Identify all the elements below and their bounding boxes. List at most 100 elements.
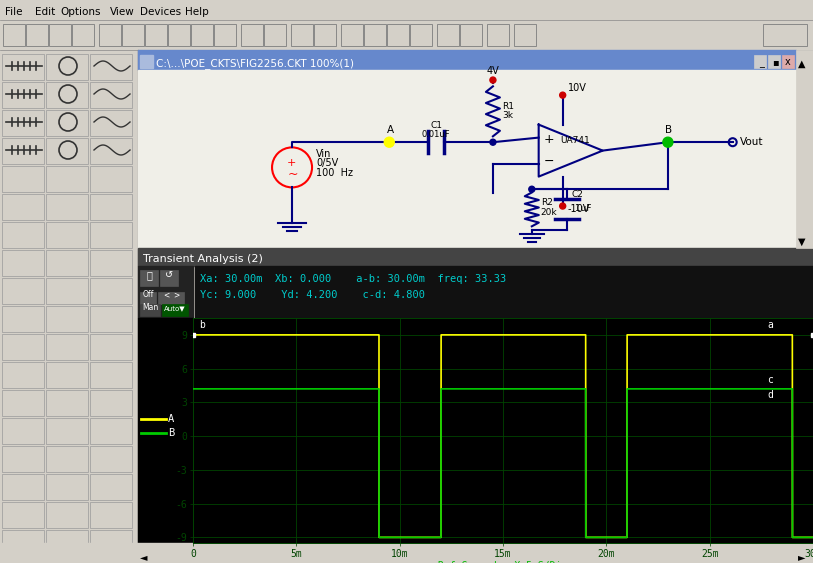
Text: ▲: ▲ [798, 59, 806, 69]
Text: R2: R2 [541, 198, 553, 207]
Bar [2, 446, 44, 472]
FancyBboxPatch shape [487, 24, 509, 46]
Bar [138, 50, 796, 70]
Bar [46, 138, 88, 164]
Text: Vout: Vout [740, 137, 763, 147]
Bar [0, 50, 138, 563]
Bar [46, 166, 88, 192]
FancyBboxPatch shape [122, 24, 144, 46]
Bar [138, 70, 796, 248]
Circle shape [559, 203, 566, 209]
Bar [46, 110, 88, 136]
Text: 0/5V: 0/5V [316, 158, 338, 168]
Bar [90, 530, 132, 556]
Text: a: a [767, 320, 773, 330]
Bar [0, 0, 813, 20]
FancyBboxPatch shape [341, 24, 363, 46]
FancyBboxPatch shape [99, 24, 121, 46]
Bar [90, 362, 132, 388]
Circle shape [490, 77, 496, 83]
Text: B: B [665, 125, 672, 135]
Bar [195, 266, 813, 318]
Text: B: B [168, 427, 174, 437]
Text: Xa: 30.00m  Xb: 0.000    a-b: 30.00m  freq: 33.33: Xa: 30.00m Xb: 0.000 a-b: 30.00m freq: 3… [200, 274, 506, 284]
Text: <: < [163, 290, 169, 299]
Text: Edit: Edit [35, 7, 55, 17]
Bar [90, 502, 132, 528]
Text: 0.01uF: 0.01uF [422, 130, 450, 139]
Text: 10V: 10V [567, 83, 586, 93]
Text: Yc: 9.000    Yd: 4.200    c-d: 4.800: Yc: 9.000 Yd: 4.200 c-d: 4.800 [200, 290, 425, 300]
Bar [0, 20, 813, 50]
Bar [2, 82, 44, 108]
Text: +: + [286, 158, 296, 168]
Bar [46, 278, 88, 304]
FancyBboxPatch shape [145, 24, 167, 46]
Text: C2: C2 [572, 190, 584, 199]
Text: A: A [168, 413, 174, 423]
Bar [46, 446, 88, 472]
Text: _: _ [759, 58, 764, 68]
Text: Man: Man [142, 303, 158, 312]
Bar [2, 54, 44, 80]
FancyBboxPatch shape [410, 24, 432, 46]
Text: d: d [767, 390, 773, 400]
Bar [138, 266, 193, 318]
Circle shape [385, 137, 394, 147]
FancyBboxPatch shape [214, 24, 236, 46]
FancyBboxPatch shape [364, 24, 386, 46]
Text: Auto▼: Auto▼ [164, 305, 186, 311]
Text: ~: ~ [288, 168, 298, 181]
Bar [46, 222, 88, 248]
Circle shape [490, 139, 496, 145]
Bar [2, 362, 44, 388]
Bar [768, 55, 780, 68]
Text: .1uF: .1uF [572, 204, 591, 213]
Bar [46, 334, 88, 360]
Bar [90, 418, 132, 444]
Bar [140, 270, 158, 286]
Bar [90, 446, 132, 472]
Bar [46, 530, 88, 556]
Bar [46, 390, 88, 416]
Bar [2, 222, 44, 248]
Bar [162, 304, 188, 316]
FancyBboxPatch shape [191, 24, 213, 46]
Text: ↺: ↺ [165, 270, 173, 280]
Text: b: b [199, 320, 205, 330]
Bar [46, 306, 88, 332]
FancyBboxPatch shape [168, 24, 190, 46]
Text: 4V: 4V [486, 66, 499, 76]
Bar [2, 194, 44, 220]
Bar [796, 50, 813, 248]
Text: ▼: ▼ [798, 237, 806, 247]
FancyBboxPatch shape [241, 24, 263, 46]
Bar [782, 55, 794, 68]
Bar [2, 334, 44, 360]
Bar [90, 138, 132, 164]
Text: 3k: 3k [502, 111, 513, 120]
FancyBboxPatch shape [763, 24, 807, 46]
Text: 20k: 20k [541, 208, 558, 217]
Bar [2, 138, 44, 164]
Text: >: > [173, 290, 179, 299]
Text: C1: C1 [430, 121, 442, 130]
Bar [90, 390, 132, 416]
FancyBboxPatch shape [387, 24, 409, 46]
Bar [2, 390, 44, 416]
Text: x: x [785, 57, 791, 67]
Bar [46, 194, 88, 220]
Text: ⎍: ⎍ [146, 270, 152, 280]
FancyBboxPatch shape [26, 24, 48, 46]
Bar [140, 304, 160, 316]
Text: File: File [5, 7, 23, 17]
X-axis label: Ref=Ground   X=5mS/Div: Ref=Ground X=5mS/Div [438, 561, 567, 563]
Text: Devices: Devices [140, 7, 181, 17]
Text: c: c [767, 376, 773, 385]
Text: Options: Options [60, 7, 101, 17]
Text: Help: Help [185, 7, 209, 17]
Bar [754, 55, 766, 68]
Bar [46, 54, 88, 80]
Bar [90, 194, 132, 220]
Text: UA741: UA741 [561, 136, 590, 145]
